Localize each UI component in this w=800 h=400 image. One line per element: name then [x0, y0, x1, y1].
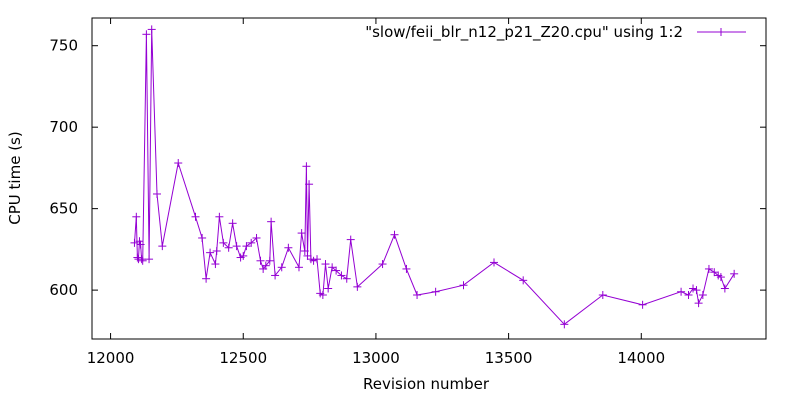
data-point [130, 238, 139, 247]
data-point [174, 159, 183, 168]
data-point [730, 269, 739, 278]
data-point [261, 261, 270, 270]
x-axis-label: Revision number [363, 375, 490, 393]
data-point [318, 291, 327, 300]
y-tick-label: 650 [49, 200, 78, 218]
data-point [324, 284, 333, 293]
data-point [135, 237, 144, 246]
data-point [277, 263, 286, 272]
data-point [211, 260, 220, 269]
data-point [378, 260, 387, 269]
data-point [302, 162, 311, 171]
data-point [191, 212, 200, 221]
data-point [132, 212, 141, 221]
data-point [224, 243, 233, 252]
data-point [212, 247, 221, 256]
data-point [198, 233, 207, 242]
data-point [716, 273, 725, 282]
data-point [321, 260, 330, 269]
data-point [158, 242, 167, 251]
data-point [147, 25, 156, 34]
data-point [202, 274, 211, 283]
legend-marker [717, 28, 725, 36]
data-point [431, 287, 440, 296]
data-point [297, 229, 306, 238]
data-point [136, 240, 145, 249]
data-point [303, 251, 312, 260]
y-tick-label: 750 [49, 37, 78, 55]
data-point [337, 271, 346, 280]
x-tick-label: 12500 [219, 349, 267, 367]
data-point [228, 219, 237, 228]
data-point [490, 258, 499, 267]
data-point [242, 242, 251, 251]
data-point [677, 287, 686, 296]
data-point [256, 256, 265, 265]
data-point [698, 291, 707, 300]
legend-series-label: "slow/feii_blr_n12_p21_Z20.cpu" using 1:… [365, 23, 683, 42]
y-axis-ticks: 600 650 700 750 [49, 37, 766, 299]
plot-frame [91, 17, 767, 340]
data-point [684, 291, 693, 300]
data-point [353, 282, 362, 291]
data-point [133, 253, 142, 262]
data-point [206, 248, 215, 257]
data-point [459, 281, 468, 290]
data-point [145, 255, 154, 264]
y-tick-label: 700 [49, 118, 78, 136]
data-point [313, 255, 322, 264]
data-point [346, 235, 355, 244]
data-point [294, 263, 303, 272]
data-point [328, 263, 337, 272]
data-point [219, 238, 228, 247]
plot-border [91, 17, 767, 340]
data-point [153, 189, 162, 198]
series-line [134, 29, 735, 325]
x-tick-label: 14000 [617, 349, 665, 367]
data-point [720, 284, 729, 293]
data-point [305, 180, 314, 189]
series-layer [130, 25, 739, 329]
data-point [598, 291, 607, 300]
data-point [284, 243, 293, 252]
data-point [271, 271, 280, 280]
x-tick-label: 12000 [87, 349, 135, 367]
y-tick-label: 600 [49, 281, 78, 299]
y-axis-label: CPU time (s) [6, 131, 24, 224]
data-point [232, 242, 241, 251]
data-point [252, 233, 261, 242]
data-point [342, 274, 351, 283]
data-point [519, 276, 528, 285]
data-point [413, 291, 422, 300]
x-tick-label: 13500 [485, 349, 533, 367]
data-point [638, 300, 647, 309]
data-point [694, 299, 703, 308]
data-point [267, 217, 276, 226]
data-point [239, 251, 248, 260]
data-point [402, 264, 411, 273]
legend: "slow/feii_blr_n12_p21_Z20.cpu" using 1:… [365, 23, 746, 42]
data-point [137, 255, 146, 264]
data-point [142, 30, 151, 39]
data-point [247, 238, 256, 247]
data-point [390, 230, 399, 239]
data-point [138, 256, 147, 265]
data-point [704, 264, 713, 273]
data-point [309, 256, 318, 265]
data-point [560, 320, 569, 329]
x-tick-label: 13000 [352, 349, 400, 367]
data-point [710, 268, 719, 277]
data-point [265, 256, 274, 265]
data-point [332, 266, 341, 275]
data-point [692, 286, 701, 295]
data-point [215, 212, 224, 221]
x-axis-ticks: 12000 12500 13000 13500 14000 [87, 18, 665, 367]
data-point [689, 284, 698, 293]
data-point [300, 247, 309, 256]
